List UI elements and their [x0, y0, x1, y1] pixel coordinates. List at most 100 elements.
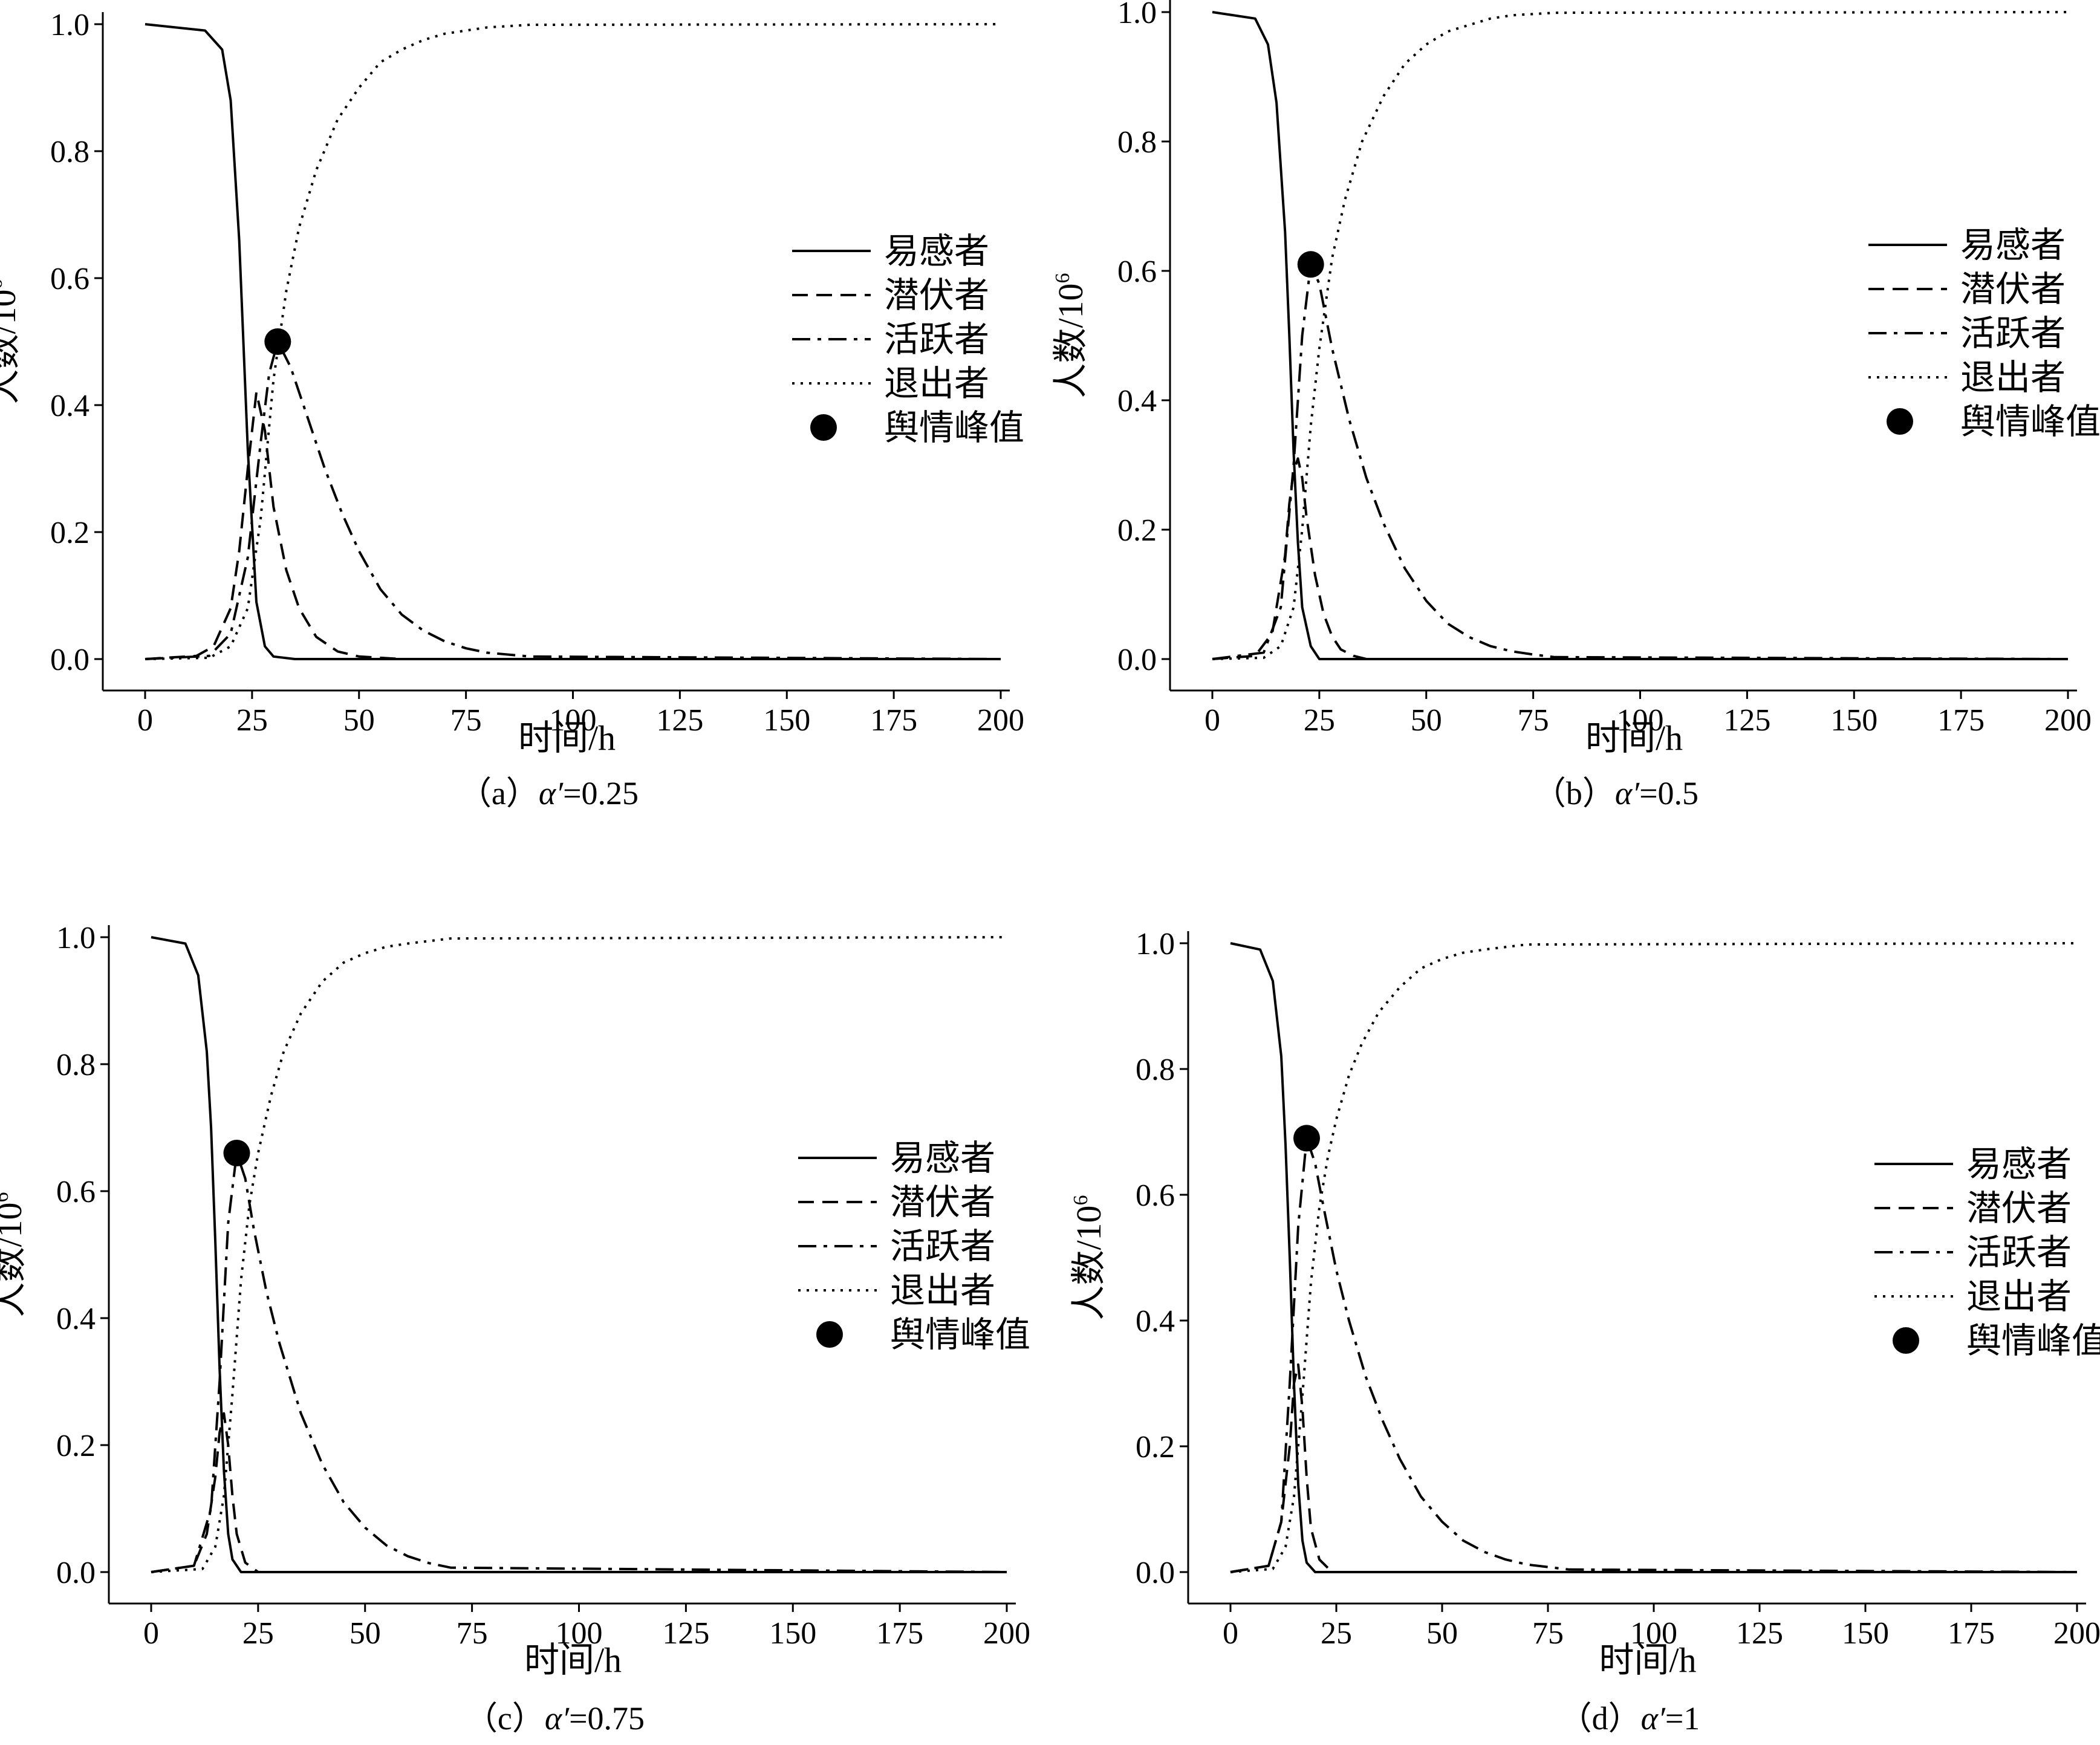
caption-value: =0.25 — [563, 775, 639, 811]
x-axis-title: 时间/h — [518, 718, 616, 758]
caption-symbol: α′ — [1615, 775, 1640, 811]
x-tick-label: 175 — [1948, 1616, 1995, 1651]
legend-label: 退出者 — [884, 364, 989, 403]
y-axis-title: 人数/106 — [1069, 1195, 1108, 1320]
legend-marker-swatch — [816, 1321, 843, 1348]
y-tick-label: 0.8 — [50, 135, 89, 169]
series-line-solid — [151, 936, 1007, 1573]
chart-panel-a: 0.0 0.2 0.4 0.6 0.8 1.0 0 25 50 75 100 125 150 175 200… — [0, 8, 1024, 811]
x-tick-label: 50 — [349, 1616, 381, 1651]
y-axis-title-superscript: 6 — [1070, 1195, 1092, 1205]
peak-marker — [223, 1140, 250, 1166]
legend-label: 潜伏者 — [884, 276, 989, 315]
legend-label: 潜伏者 — [1960, 270, 2066, 309]
series-line-solid — [145, 23, 1001, 660]
legend-label: 退出者 — [890, 1271, 995, 1310]
series-line-dashdot — [1230, 1137, 2078, 1573]
y-tick-label: 0.6 — [50, 262, 89, 296]
legend-label: 易感者 — [890, 1139, 995, 1178]
legend-label: 易感者 — [884, 232, 989, 271]
y-axis-title-main: 人数/10 — [0, 289, 23, 404]
y-tick-label: 0.4 — [1117, 384, 1157, 418]
y-axis-title: 人数/106 — [1051, 273, 1090, 398]
panel-caption: （b）α′=0.5 — [1533, 775, 1699, 811]
y-tick-label: 0.2 — [1136, 1430, 1175, 1464]
y-axis-title-main: 人数/10 — [1051, 283, 1090, 398]
caption-prefix: （c） — [465, 1700, 545, 1737]
x-tick-label: 0 — [1204, 703, 1220, 738]
legend-marker-swatch — [1893, 1327, 1919, 1354]
legend-label: 舆情峰值 — [890, 1315, 1030, 1354]
series-line-dotted — [1212, 11, 2069, 660]
x-tick-label: 125 — [656, 703, 703, 738]
legend-label: 舆情峰值 — [1960, 402, 2100, 441]
y-axis-title-superscript: 6 — [0, 1192, 13, 1202]
y-tick-label: 0.4 — [1136, 1304, 1175, 1339]
x-tick-label: 0 — [137, 703, 153, 738]
caption-value: =1 — [1665, 1700, 1700, 1737]
y-tick-label: 0.2 — [1117, 513, 1157, 548]
chart-panel-c: 0.0 0.2 0.4 0.6 0.8 1.0 0 25 50 75 100 125 150 175 200… — [0, 921, 1030, 1737]
series-line-dashdot — [151, 1152, 1007, 1573]
x-tick-label: 100 — [550, 703, 597, 738]
y-axis-title-main: 人数/10 — [0, 1202, 29, 1317]
x-tick-label: 25 — [1304, 703, 1335, 738]
x-tick-label: 100 — [1617, 703, 1664, 738]
panel-caption: （c）α′=0.75 — [465, 1700, 645, 1737]
legend-label: 退出者 — [1960, 358, 2066, 397]
legend-label: 潜伏者 — [1966, 1189, 2072, 1228]
legend-label: 易感者 — [1966, 1145, 2072, 1184]
caption-value: =0.5 — [1639, 775, 1699, 811]
chart-panel-b: 0.0 0.2 0.4 0.6 0.8 1.0 0 25 50 75 100 125 150 175 200… — [1051, 0, 2100, 811]
x-tick-label: 0 — [1223, 1616, 1238, 1651]
y-axis-title-superscript: 6 — [1052, 273, 1074, 283]
caption-prefix: （b） — [1533, 775, 1615, 811]
x-tick-label: 75 — [457, 1616, 488, 1651]
x-tick-label: 50 — [343, 703, 375, 738]
series-line-dotted — [1230, 942, 2078, 1573]
peak-marker — [1297, 251, 1324, 278]
x-tick-label: 125 — [1723, 703, 1770, 738]
y-tick-label: 0.6 — [56, 1175, 96, 1209]
x-tick-label: 25 — [242, 1616, 274, 1651]
x-tick-label: 200 — [983, 1616, 1030, 1651]
legend-label: 潜伏者 — [890, 1183, 995, 1222]
legend-label: 退出者 — [1966, 1277, 2072, 1316]
x-axis-title: 时间/h — [1585, 718, 1683, 758]
legend-label: 易感者 — [1960, 226, 2066, 265]
legend-label: 活跃者 — [884, 320, 989, 359]
x-tick-label: 75 — [450, 703, 482, 738]
y-axis-title-main: 人数/10 — [1069, 1205, 1108, 1320]
series-line-dashed — [1212, 457, 2068, 660]
legend-marker-swatch — [1887, 408, 1913, 435]
x-tick-label: 0 — [143, 1616, 159, 1651]
y-tick-label: 1.0 — [50, 8, 89, 42]
y-tick-label: 1.0 — [1117, 0, 1157, 30]
series-line-dotted — [151, 936, 1007, 1573]
x-tick-label: 175 — [870, 703, 917, 738]
legend-marker-swatch — [810, 414, 837, 441]
x-tick-label: 175 — [1937, 703, 1985, 738]
x-tick-label: 125 — [1736, 1616, 1783, 1651]
x-tick-label: 25 — [1321, 1616, 1352, 1651]
x-tick-label: 50 — [1426, 1616, 1458, 1651]
x-tick-label: 200 — [2053, 1616, 2100, 1651]
caption-symbol: α′ — [1641, 1700, 1666, 1737]
legend-label: 活跃者 — [1966, 1233, 2072, 1272]
y-tick-label: 0.4 — [56, 1302, 96, 1336]
peak-marker — [1293, 1125, 1320, 1152]
panel-caption: （a）α′=0.25 — [459, 775, 639, 811]
legend-label: 舆情峰值 — [884, 408, 1024, 447]
y-tick-label: 0.8 — [1136, 1053, 1175, 1087]
x-tick-label: 200 — [977, 703, 1024, 738]
y-axis-title: 人数/106 — [0, 1192, 29, 1317]
x-tick-label: 100 — [1630, 1616, 1677, 1651]
y-tick-label: 0.2 — [56, 1429, 96, 1463]
x-tick-label: 200 — [2044, 703, 2092, 738]
x-axis-title: 时间/h — [1599, 1640, 1696, 1680]
y-tick-label: 0.8 — [1117, 125, 1157, 160]
caption-symbol: α′ — [539, 775, 564, 811]
y-tick-label: 0.6 — [1117, 255, 1157, 289]
